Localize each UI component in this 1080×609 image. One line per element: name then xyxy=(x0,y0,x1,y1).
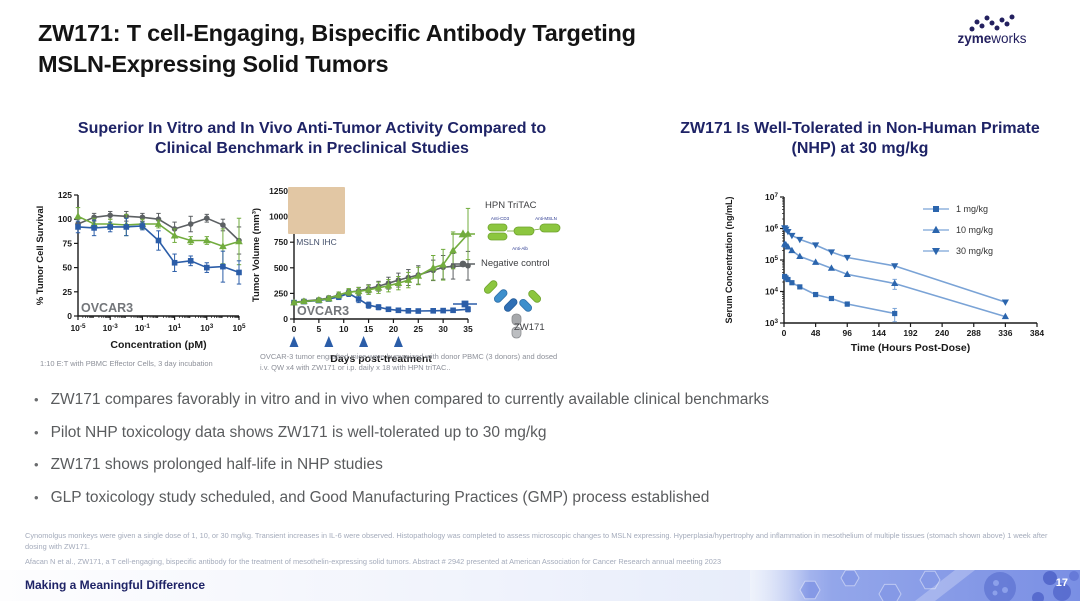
zymeworks-logo: zymeworks xyxy=(934,12,1052,52)
svg-text:10-3: 10-3 xyxy=(103,323,119,333)
svg-text:15: 15 xyxy=(364,324,374,334)
left-section-heading: Superior In Vitro and In Vivo Anti-Tumor… xyxy=(77,120,547,158)
svg-text:10 mg/kg: 10 mg/kg xyxy=(956,225,993,235)
svg-text:384: 384 xyxy=(1030,328,1044,338)
zw171-legend-marker-icon xyxy=(453,300,477,308)
invivo-caption: OVCAR-3 tumor engrafted mice were humani… xyxy=(260,352,558,372)
svg-text:30 mg/kg: 30 mg/kg xyxy=(956,246,993,256)
svg-text:107: 107 xyxy=(765,192,778,202)
zymeworks-logo-icon: zymeworks xyxy=(957,14,1027,46)
svg-text:250: 250 xyxy=(274,288,288,298)
title-line-2: MSLN-Expressing Solid Tumors xyxy=(38,51,389,78)
svg-text:0: 0 xyxy=(67,311,72,321)
footnote-study: Cynomolgus monkeys were given a single d… xyxy=(25,531,1048,552)
svg-text:Tumor Volume (mm³): Tumor Volume (mm³) xyxy=(251,208,262,302)
right-section-heading: ZW171 Is Well-Tolerated in Non-Human Pri… xyxy=(680,120,1040,158)
invivo-legend: HPN TriTAC Anti-CD3 Anti-MSLN Anti-Alb N… xyxy=(450,190,628,355)
bullet-item: Pilot NHP toxicology data shows ZW171 is… xyxy=(34,423,1048,443)
ihc-inset-label: MSLN IHC xyxy=(296,237,337,247)
svg-text:48: 48 xyxy=(811,328,821,338)
svg-text:30: 30 xyxy=(438,324,448,334)
tritac-legend-marker-icon xyxy=(451,229,475,238)
svg-text:10: 10 xyxy=(339,324,349,334)
footer-molecule-image xyxy=(750,570,1080,601)
title-line-1: ZW171: T cell-Engaging, Bispecific Antib… xyxy=(38,20,636,46)
svg-text:288: 288 xyxy=(967,328,981,338)
svg-text:0: 0 xyxy=(292,324,297,334)
svg-text:Serum Concentration (ng/mL): Serum Concentration (ng/mL) xyxy=(724,196,734,323)
svg-text:336: 336 xyxy=(998,328,1012,338)
svg-text:75: 75 xyxy=(63,238,73,248)
svg-text:500: 500 xyxy=(274,263,288,273)
bullet-item: ZW171 compares favorably in vitro and in… xyxy=(34,390,1048,410)
svg-text:0: 0 xyxy=(283,314,288,324)
svg-text:1250: 1250 xyxy=(269,186,288,196)
svg-text:Concentration (pM): Concentration (pM) xyxy=(110,339,206,351)
svg-text:OVCAR3: OVCAR3 xyxy=(81,301,133,315)
svg-text:105: 105 xyxy=(232,323,245,333)
svg-text:10-5: 10-5 xyxy=(70,323,86,333)
svg-text:OVCAR3: OVCAR3 xyxy=(297,304,349,318)
svg-text:25: 25 xyxy=(63,287,73,297)
bullet-item: GLP toxicology study scheduled, and Good… xyxy=(34,488,1048,508)
svg-text:0: 0 xyxy=(782,328,787,338)
svg-text:103: 103 xyxy=(765,318,778,328)
svg-text:Anti-MSLN: Anti-MSLN xyxy=(535,216,557,221)
svg-text:105: 105 xyxy=(765,255,778,265)
antibody-schematic-icon xyxy=(483,280,542,339)
svg-text:Days post-treatment: Days post-treatment xyxy=(330,353,432,365)
svg-text:101: 101 xyxy=(168,323,181,333)
legend-label-negctrl: Negative control xyxy=(481,258,550,269)
svg-text:50: 50 xyxy=(63,263,73,273)
svg-text:1 mg/kg: 1 mg/kg xyxy=(956,204,988,214)
svg-text:35: 35 xyxy=(463,324,473,334)
legend-label-zw171: ZW171 xyxy=(514,322,545,333)
svg-text:Anti-Alb: Anti-Alb xyxy=(512,246,528,251)
svg-text:144: 144 xyxy=(872,328,886,338)
svg-text:1000: 1000 xyxy=(269,212,288,222)
ihc-inset-image xyxy=(288,187,345,234)
svg-text:Time (Hours Post-Dose): Time (Hours Post-Dose) xyxy=(851,342,970,354)
svg-text:750: 750 xyxy=(274,237,288,247)
svg-text:zymeworks: zymeworks xyxy=(957,31,1026,46)
svg-text:103: 103 xyxy=(200,323,213,333)
key-points-list: ZW171 compares favorably in vitro and in… xyxy=(34,390,1048,520)
footer-tagline: Making a Meaningful Difference xyxy=(25,578,206,592)
invitro-caption: 1:10 E:T with PBMC Effector Cells, 3 day… xyxy=(40,359,213,368)
svg-text:125: 125 xyxy=(58,190,72,200)
bullet-item: ZW171 shows prolonged half-life in NHP s… xyxy=(34,455,1048,475)
tritac-schematic-icon: Anti-CD3 Anti-MSLN Anti-Alb xyxy=(487,216,561,251)
negctrl-legend-marker-icon xyxy=(451,260,475,268)
svg-text:% Tumor Cell Survival: % Tumor Cell Survival xyxy=(35,206,46,306)
page-title: ZW171: T cell-Engaging, Bispecific Antib… xyxy=(38,18,818,80)
svg-text:100: 100 xyxy=(58,214,72,224)
svg-text:Anti-CD3: Anti-CD3 xyxy=(491,216,510,221)
svg-text:106: 106 xyxy=(765,223,778,233)
svg-text:104: 104 xyxy=(765,286,778,296)
svg-text:5: 5 xyxy=(316,324,321,334)
svg-text:10-1: 10-1 xyxy=(135,323,151,333)
legend-label-tritac: HPN TriTAC xyxy=(485,200,537,211)
page-number: 17 xyxy=(1055,577,1068,589)
svg-text:20: 20 xyxy=(389,324,399,334)
svg-text:240: 240 xyxy=(935,328,949,338)
footnotes: Cynomolgus monkeys were given a single d… xyxy=(25,530,1063,571)
invitro-chart: 0 25 50 75 100 125 10-5 10-3 10-1 101 103 105 Concen… xyxy=(35,190,246,351)
svg-text:25: 25 xyxy=(414,324,424,334)
svg-text:96: 96 xyxy=(843,328,853,338)
svg-text:192: 192 xyxy=(903,328,917,338)
footnote-citation: Afacan N et al., ZW171, a T cell-engagin… xyxy=(25,557,722,567)
pk-chart: 103 104 105 106 107 0 48 96 144 192 240 288 336 384 Ti… xyxy=(724,192,1044,354)
